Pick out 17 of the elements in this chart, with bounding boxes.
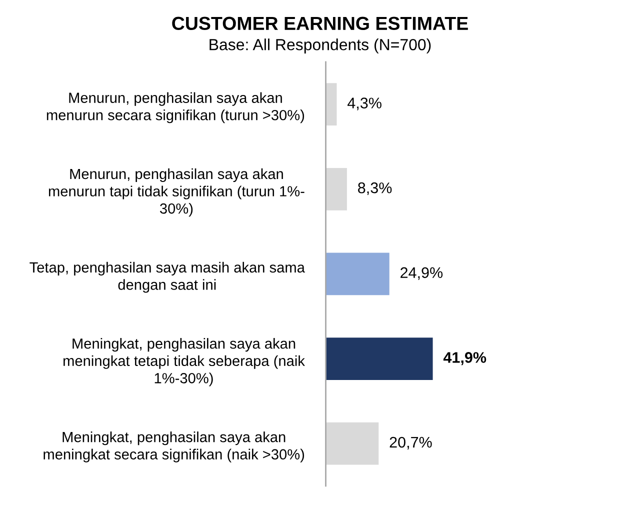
y-tick-label: Meningkat, penghasilan saya akan meningkat secara signifikan (naik >30%) — [44, 432, 304, 462]
data-label: 4,3% — [348, 98, 382, 110]
data-label: 20,7% — [390, 436, 432, 450]
bar — [326, 168, 347, 210]
bar — [326, 422, 379, 465]
data-label: 24,9% — [400, 267, 443, 280]
data-label: 8,3% — [358, 182, 392, 196]
bar — [326, 83, 337, 126]
data-label: 41,9% — [443, 352, 486, 366]
y-tick-label: Menurun, penghasilan saya akan menurun secara signifikan (turun >30%) — [46, 92, 304, 124]
y-tick-label: Meningkat, penghasilan saya akan meningkat tetapi tidak seberapa (naik 1%-30%) — [64, 338, 305, 386]
chart-subtitle: Base: All Respondents (N=700) — [210, 38, 431, 54]
y-tick-label: Tetap, penghasilan saya masih akan sama dengan saat ini — [30, 262, 305, 293]
bar — [326, 338, 433, 380]
bar — [326, 252, 390, 296]
y-tick-label: Menurun, penghasilan saya akan menurun tapi tidak signifikan (turun 1%- 30%) — [48, 168, 304, 217]
chart-title: CUSTOMER EARNING ESTIMATE — [172, 16, 468, 30]
